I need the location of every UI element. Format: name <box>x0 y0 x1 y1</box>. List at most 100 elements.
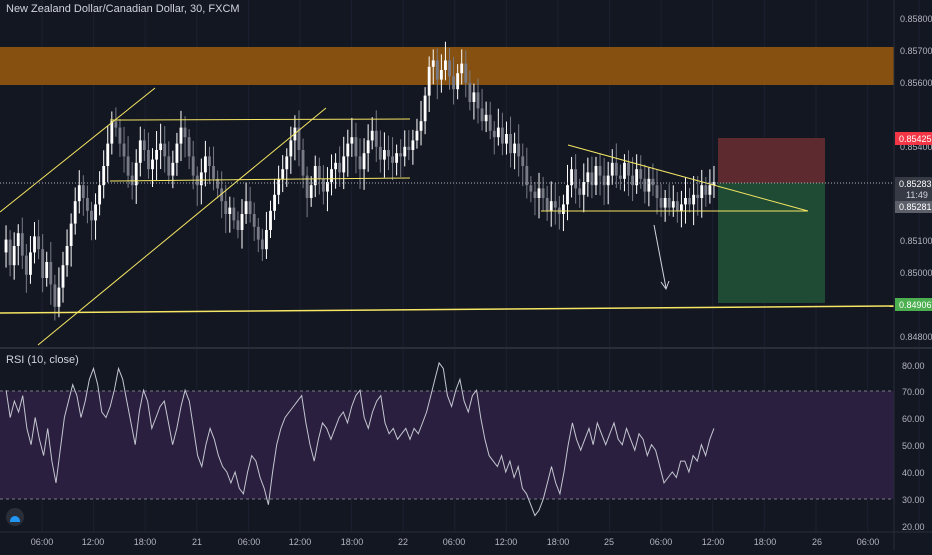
candle <box>374 110 378 162</box>
candle <box>667 184 671 216</box>
take-profit-zone[interactable] <box>718 183 825 303</box>
candle <box>167 141 171 184</box>
rsi-indicator-title[interactable]: RSI (10, close) <box>6 354 79 366</box>
range-top-line[interactable] <box>109 118 411 121</box>
channel-upper-line[interactable] <box>0 87 156 213</box>
candle <box>521 143 525 187</box>
candle <box>456 64 460 100</box>
time-tick: 18:00 <box>341 537 364 547</box>
candle <box>655 169 659 215</box>
candle <box>675 192 679 223</box>
candle <box>545 185 549 221</box>
candle <box>53 274 57 321</box>
candle <box>216 170 220 199</box>
candle <box>224 184 228 234</box>
candle <box>81 175 85 216</box>
candle <box>90 201 93 241</box>
bid-price-label: 0.85281 <box>899 202 932 212</box>
candle <box>378 130 382 173</box>
candle <box>346 129 350 177</box>
candle <box>651 163 655 196</box>
candle <box>212 146 215 191</box>
stop-loss-zone[interactable] <box>718 138 825 183</box>
resistance-zone[interactable] <box>0 47 894 85</box>
candle <box>484 101 488 133</box>
price-tick: 0.85600 <box>900 78 932 88</box>
time-tick: 18:00 <box>547 537 570 547</box>
candle <box>159 123 163 170</box>
candle <box>464 50 468 98</box>
candle <box>208 146 211 185</box>
symbol-title[interactable]: New Zealand Dollar/Canadian Dollar, 30, … <box>6 3 240 15</box>
triangle-upper-line[interactable] <box>567 144 809 212</box>
candle <box>334 153 338 189</box>
candle <box>12 232 16 280</box>
candle <box>57 267 61 318</box>
candle <box>273 178 276 220</box>
candle <box>631 157 635 202</box>
candle <box>183 116 187 158</box>
candle <box>582 163 586 213</box>
time-tick: 06:00 <box>238 537 261 547</box>
channel-lower-line[interactable] <box>37 107 327 346</box>
candle <box>309 176 313 207</box>
candle <box>423 87 427 135</box>
range-bottom-line[interactable] <box>109 177 411 182</box>
candle <box>566 164 569 221</box>
rsi-axis[interactable]: 80.00 70.00 60.00 50.00 40.00 30.00 20.0… <box>902 361 925 532</box>
candle <box>65 229 69 277</box>
candle <box>537 172 541 219</box>
down-arrow[interactable] <box>653 224 670 291</box>
time-tick: 12:00 <box>702 537 725 547</box>
candle <box>220 171 224 219</box>
candle <box>244 182 248 224</box>
candle <box>45 251 49 287</box>
price-axis[interactable]: 0.85800 0.85700 0.85600 0.85400 0.85100 … <box>900 14 932 342</box>
time-tick: 06:00 <box>443 537 466 547</box>
candle <box>228 196 232 233</box>
candle <box>147 132 150 179</box>
candle <box>16 224 20 266</box>
candle <box>614 143 618 189</box>
candle <box>85 185 89 224</box>
time-axis[interactable]: 06:00 12:00 18:00 21 06:00 12:00 18:00 2… <box>31 537 880 547</box>
tradingview-logo-icon[interactable] <box>6 508 24 526</box>
candle <box>647 167 651 207</box>
time-tick: 25 <box>604 537 614 547</box>
candle <box>496 108 500 146</box>
candle <box>574 154 578 204</box>
candle <box>403 130 407 167</box>
candle <box>342 136 346 190</box>
candle <box>427 56 431 113</box>
current-price-label: 0.85283 <box>899 179 932 189</box>
candle <box>692 176 696 226</box>
candle <box>399 139 403 178</box>
candle <box>684 177 687 224</box>
candle <box>240 199 244 249</box>
time-tick: 18:00 <box>134 537 157 547</box>
candle <box>269 200 272 239</box>
candle <box>264 211 268 259</box>
candle <box>460 49 464 85</box>
candle <box>382 132 386 178</box>
candle <box>98 171 102 216</box>
candle <box>704 176 708 207</box>
candle <box>171 150 175 189</box>
candle <box>431 49 435 85</box>
price-tick: 0.85400 <box>900 142 932 152</box>
candle <box>236 211 240 239</box>
candle <box>586 157 590 197</box>
candle <box>199 158 203 205</box>
candle <box>73 187 77 235</box>
drawings[interactable] <box>0 87 895 346</box>
candle <box>659 183 663 217</box>
time-tick: 18:00 <box>754 537 777 547</box>
target-price-badge <box>895 298 932 311</box>
rsi-tick: 70.00 <box>902 387 925 397</box>
support-line[interactable] <box>0 305 895 314</box>
candle <box>594 156 598 196</box>
candle <box>8 230 12 277</box>
candle <box>163 126 167 173</box>
